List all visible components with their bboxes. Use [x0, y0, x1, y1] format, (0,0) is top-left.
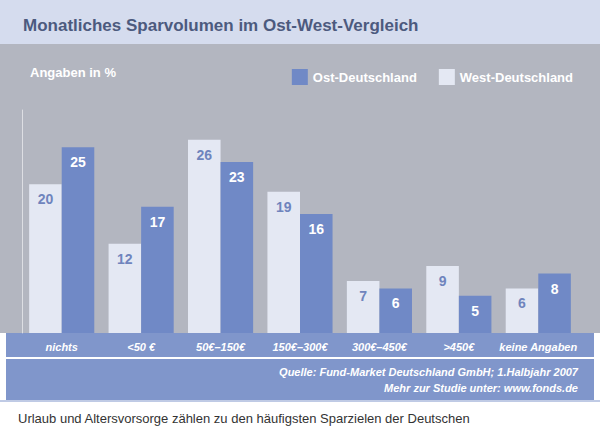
svg-text:Angaben in %: Angaben in %	[30, 65, 116, 80]
svg-text:>450€: >450€	[443, 341, 475, 353]
svg-text:26: 26	[196, 147, 212, 163]
svg-text:17: 17	[150, 214, 166, 230]
svg-text:6: 6	[392, 295, 400, 311]
svg-text:5: 5	[471, 303, 479, 319]
svg-text:20: 20	[38, 191, 54, 207]
svg-text:6: 6	[518, 295, 526, 311]
svg-text:Monatliches Sparvolumen im Ost: Monatliches Sparvolumen im Ost-West-Verg…	[23, 16, 419, 35]
svg-text:25: 25	[70, 154, 86, 170]
svg-text:23: 23	[229, 169, 245, 185]
svg-text:12: 12	[117, 251, 133, 267]
svg-text:8: 8	[551, 281, 559, 297]
svg-text:nichts: nichts	[46, 341, 78, 353]
svg-text:Mehr zur Studie unter: www.fon: Mehr zur Studie unter: www.fonds.de	[384, 382, 578, 394]
svg-text:7: 7	[359, 288, 367, 304]
svg-text:150€–300€: 150€–300€	[272, 341, 328, 353]
svg-text:<50 €: <50 €	[127, 341, 156, 353]
svg-text:keine Angaben: keine Angaben	[499, 341, 577, 353]
svg-text:50€–150€: 50€–150€	[196, 341, 246, 353]
svg-text:16: 16	[308, 221, 324, 237]
svg-text:9: 9	[439, 273, 447, 289]
svg-text:300€–450€: 300€–450€	[352, 341, 408, 353]
svg-text:Urlaub und Altersvorsorge zähl: Urlaub und Altersvorsorge zählen zu den …	[18, 411, 470, 426]
svg-text:19: 19	[276, 199, 292, 215]
svg-text:West-Deutschland: West-Deutschland	[460, 70, 573, 85]
svg-text:Ost-Deutschland: Ost-Deutschland	[313, 70, 417, 85]
svg-text:Quelle: Fund-Market Deutschlan: Quelle: Fund-Market Deutschland GmbH; 1.…	[279, 366, 579, 378]
